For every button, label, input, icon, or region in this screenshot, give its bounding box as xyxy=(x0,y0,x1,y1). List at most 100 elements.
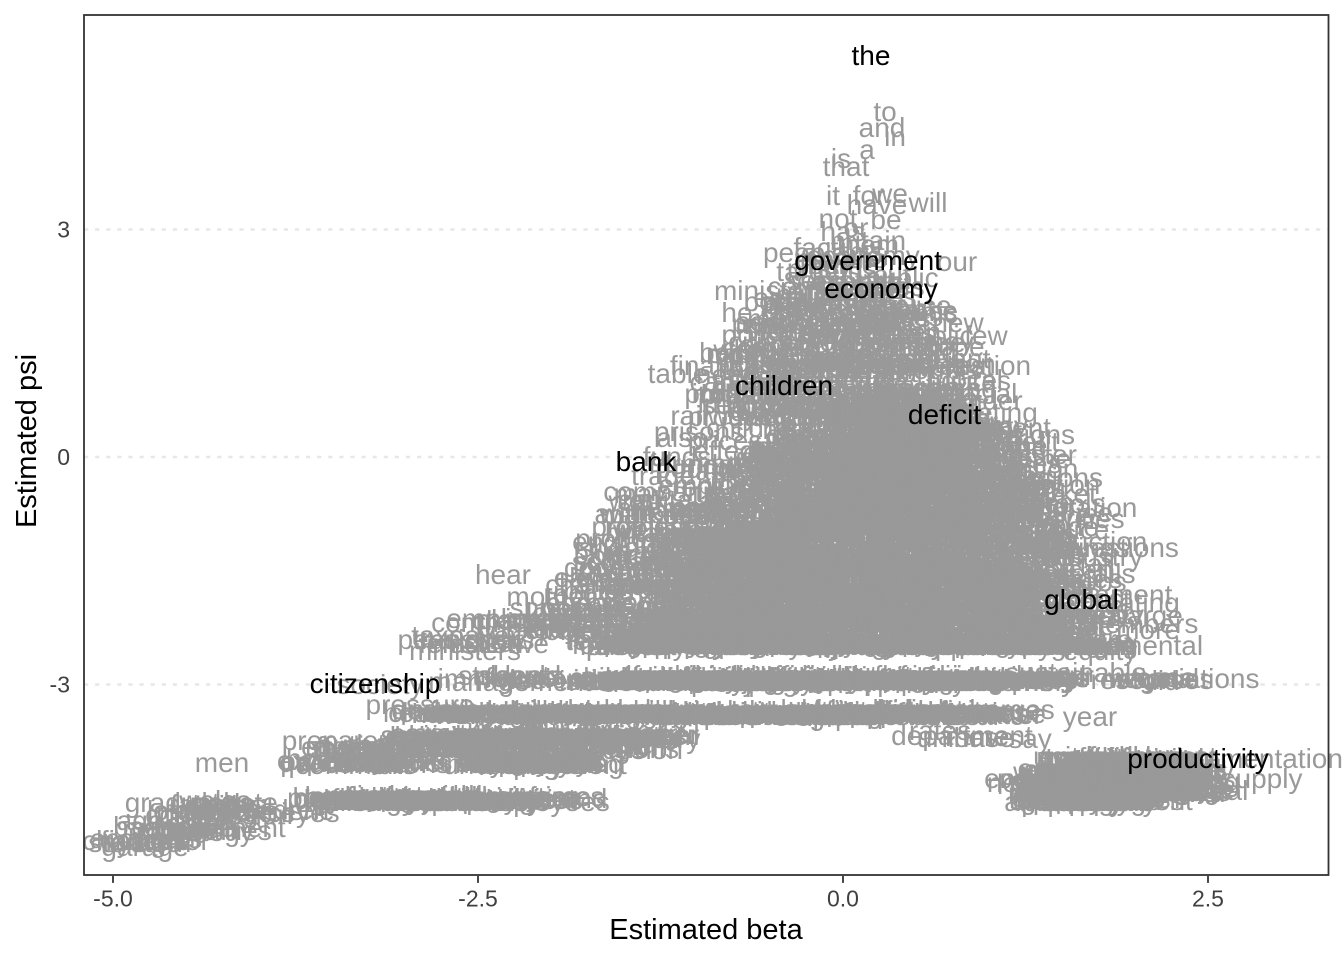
svg-text:points: points xyxy=(799,310,874,341)
svg-text:wages: wages xyxy=(850,388,932,419)
svg-text:you: you xyxy=(406,784,451,815)
svg-text:policy: policy xyxy=(856,386,928,417)
svg-text:with: with xyxy=(909,371,960,402)
svg-text:authorities: authorities xyxy=(787,281,916,312)
svg-text:market: market xyxy=(834,404,920,435)
svg-text:minority: minority xyxy=(776,278,874,309)
svg-text:need: need xyxy=(696,359,758,390)
svg-text:employees: employees xyxy=(849,350,984,381)
svg-text:borrowing: borrowing xyxy=(744,286,867,317)
svg-text:say: say xyxy=(1008,723,1052,754)
svg-text:defence: defence xyxy=(858,295,958,326)
svg-text:the: the xyxy=(853,395,892,426)
svg-text:question: question xyxy=(826,357,932,388)
svg-text:levels: levels xyxy=(782,386,854,417)
svg-text:prisons: prisons xyxy=(787,253,877,284)
svg-text:his: his xyxy=(815,334,851,365)
svg-text:his: his xyxy=(862,285,898,316)
svg-text:communities: communities xyxy=(767,271,924,302)
svg-text:allowance: allowance xyxy=(840,378,965,409)
svg-text:security: security xyxy=(861,392,957,423)
svg-text:funds: funds xyxy=(843,397,912,428)
svg-text:years: years xyxy=(842,394,910,425)
svg-text:secretary: secretary xyxy=(786,265,901,296)
svg-text:britain: britain xyxy=(701,379,777,410)
svg-text:Estimated psi: Estimated psi xyxy=(11,354,43,528)
svg-text:view: view xyxy=(805,394,862,425)
svg-text:percent: percent xyxy=(802,340,896,371)
svg-text:will: will xyxy=(908,187,948,218)
svg-text:bill: bill xyxy=(861,308,895,339)
svg-text:programme: programme xyxy=(684,378,827,409)
svg-text:be: be xyxy=(870,204,901,235)
svg-text:council: council xyxy=(728,363,815,394)
svg-text:spending: spending xyxy=(850,376,964,407)
svg-text:families: families xyxy=(761,313,856,344)
svg-text:important: important xyxy=(698,388,815,419)
svg-text:when: when xyxy=(806,381,874,412)
svg-text:that: that xyxy=(894,334,941,365)
svg-text:policy: policy xyxy=(748,401,820,432)
svg-text:cut: cut xyxy=(782,325,820,356)
svg-text:he: he xyxy=(721,297,752,328)
svg-text:global: global xyxy=(1044,584,1119,615)
svg-text:capital: capital xyxy=(690,366,771,397)
svg-text:people: people xyxy=(906,662,990,693)
svg-text:her: her xyxy=(865,663,905,694)
svg-text:education: education xyxy=(874,348,995,379)
svg-text:this: this xyxy=(840,236,884,267)
svg-text:section: section xyxy=(702,389,791,420)
svg-text:economic: economic xyxy=(739,329,859,360)
svg-text:report: report xyxy=(865,382,938,413)
svg-text:for: for xyxy=(770,394,803,425)
svg-text:right: right xyxy=(857,268,912,299)
svg-text:report: report xyxy=(808,271,881,302)
svg-text:effects: effects xyxy=(834,388,916,419)
svg-text:prime: prime xyxy=(876,387,946,418)
svg-text:europe: europe xyxy=(750,392,837,423)
svg-text:financial: financial xyxy=(915,378,1018,409)
svg-text:few: few xyxy=(964,320,1008,351)
svg-text:commons: commons xyxy=(722,332,843,363)
svg-text:funding: funding xyxy=(830,326,922,357)
svg-text:fall: fall xyxy=(479,747,515,778)
svg-text:days: days xyxy=(784,365,843,396)
svg-text:board: board xyxy=(807,318,879,349)
svg-text:right: right xyxy=(837,308,892,339)
svg-text:power: power xyxy=(762,286,838,317)
svg-text:form: form xyxy=(796,288,852,319)
svg-text:me: me xyxy=(1009,430,1048,461)
svg-text:members: members xyxy=(851,394,968,425)
svg-text:cities: cities xyxy=(728,326,792,357)
svg-text:agreement: agreement xyxy=(768,302,902,333)
svg-text:charges: charges xyxy=(810,354,910,385)
svg-text:gone: gone xyxy=(564,552,626,583)
svg-text:tax: tax xyxy=(872,373,909,404)
svg-text:house: house xyxy=(853,396,929,427)
svg-text:in: in xyxy=(884,121,906,152)
svg-text:this: this xyxy=(891,379,935,410)
svg-text:police: police xyxy=(721,319,794,350)
svg-text:reform: reform xyxy=(798,320,879,351)
svg-text:west: west xyxy=(763,660,822,691)
svg-text:railways: railways xyxy=(670,400,771,431)
svg-text:amounts: amounts xyxy=(874,354,981,385)
svg-text:price: price xyxy=(751,366,812,397)
svg-text:matters: matters xyxy=(837,349,930,380)
svg-text:-3: -3 xyxy=(50,672,70,698)
svg-text:government: government xyxy=(787,293,935,324)
svg-text:citizenship: citizenship xyxy=(310,668,441,699)
svg-text:economic: economic xyxy=(838,298,958,329)
svg-text:inflation: inflation xyxy=(692,378,789,409)
svg-text:children: children xyxy=(735,370,833,401)
svg-text:nurses: nurses xyxy=(1068,783,1152,814)
svg-text:east: east xyxy=(771,354,824,385)
svg-text:companies: companies xyxy=(760,296,895,327)
svg-text:employers: employers xyxy=(806,347,935,378)
svg-text:friend: friend xyxy=(859,331,929,362)
svg-text:targets: targets xyxy=(776,256,862,287)
svg-text:need: need xyxy=(929,403,991,434)
svg-text:deficit: deficit xyxy=(908,399,981,430)
svg-text:secretary: secretary xyxy=(852,392,967,423)
svg-text:what: what xyxy=(712,334,772,365)
